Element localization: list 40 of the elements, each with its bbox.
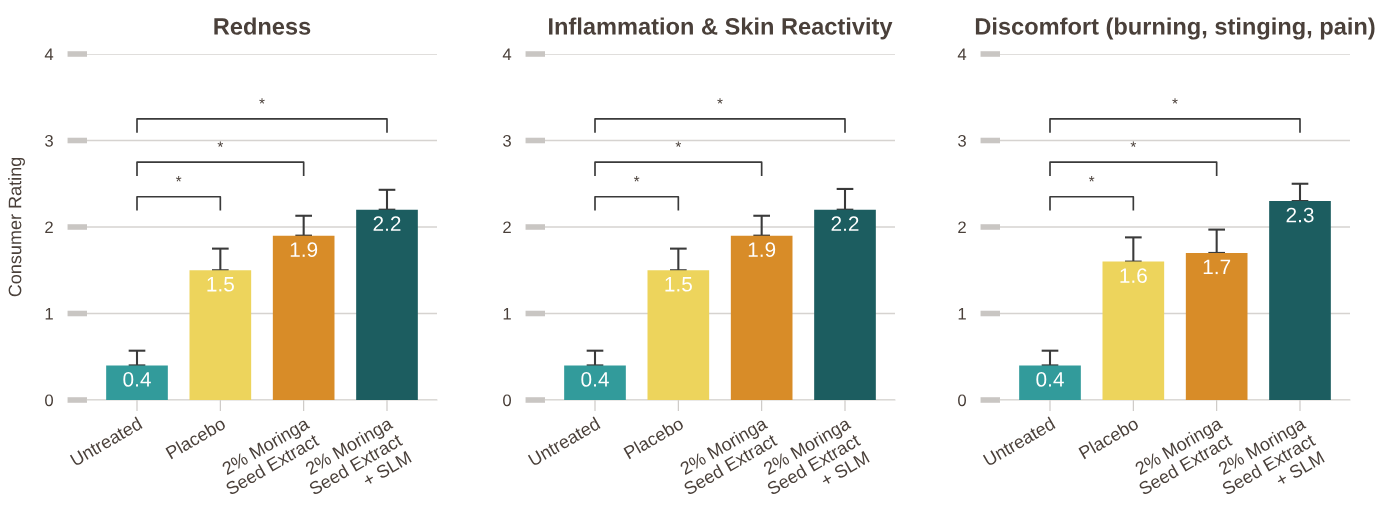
y-tick-label: 3 [45, 134, 53, 147]
data-label: 1.9 [748, 242, 776, 258]
annotation: * [1172, 98, 1178, 104]
annotation: * [717, 98, 723, 104]
annotation: * [633, 176, 640, 182]
y-tick-label: 2 [503, 221, 511, 234]
y-tick-label: 2 [45, 221, 53, 234]
y-tick-label: 0 [503, 394, 512, 407]
chart-title: Discomfort (burning, stinging, pain) [975, 17, 1375, 40]
y-tick-label: 2 [958, 221, 966, 234]
y-tick-label: 3 [503, 134, 511, 147]
data-label: 2.2 [373, 216, 401, 231]
data-label: 1.9 [290, 242, 318, 258]
y-tick-label: 4 [44, 48, 54, 61]
data-label: 1.7 [1203, 259, 1231, 275]
data-label: 1.6 [1120, 268, 1147, 283]
y-tick-label: 0 [45, 394, 54, 407]
y-axis-title: Consumer Rating [8, 157, 25, 297]
y-tick-label: 1 [958, 308, 966, 320]
y-tick-label: 4 [502, 48, 512, 61]
annotation: * [259, 98, 265, 104]
annotation: * [217, 141, 224, 147]
annotation: * [1088, 176, 1095, 182]
data-label: 1.5 [665, 277, 692, 292]
annotation: * [175, 176, 182, 182]
y-tick-label: 1 [45, 308, 53, 320]
y-tick-label: 0 [958, 394, 967, 407]
chart-title: Redness [214, 17, 311, 35]
data-label: 2.2 [831, 216, 859, 231]
annotation: * [675, 141, 682, 147]
data-label: 0.4 [581, 372, 609, 387]
data-label: 1.5 [207, 277, 234, 292]
annotation: * [1130, 141, 1137, 147]
data-label: 2.3 [1286, 207, 1314, 223]
chart-title: Inflammation & Skin Reactivity [549, 17, 893, 40]
y-tick-label: 1 [503, 308, 511, 320]
y-tick-label: 3 [958, 134, 966, 147]
data-label: 0.4 [1036, 372, 1064, 387]
y-tick-label: 4 [957, 48, 967, 61]
data-label: 0.4 [123, 372, 151, 387]
